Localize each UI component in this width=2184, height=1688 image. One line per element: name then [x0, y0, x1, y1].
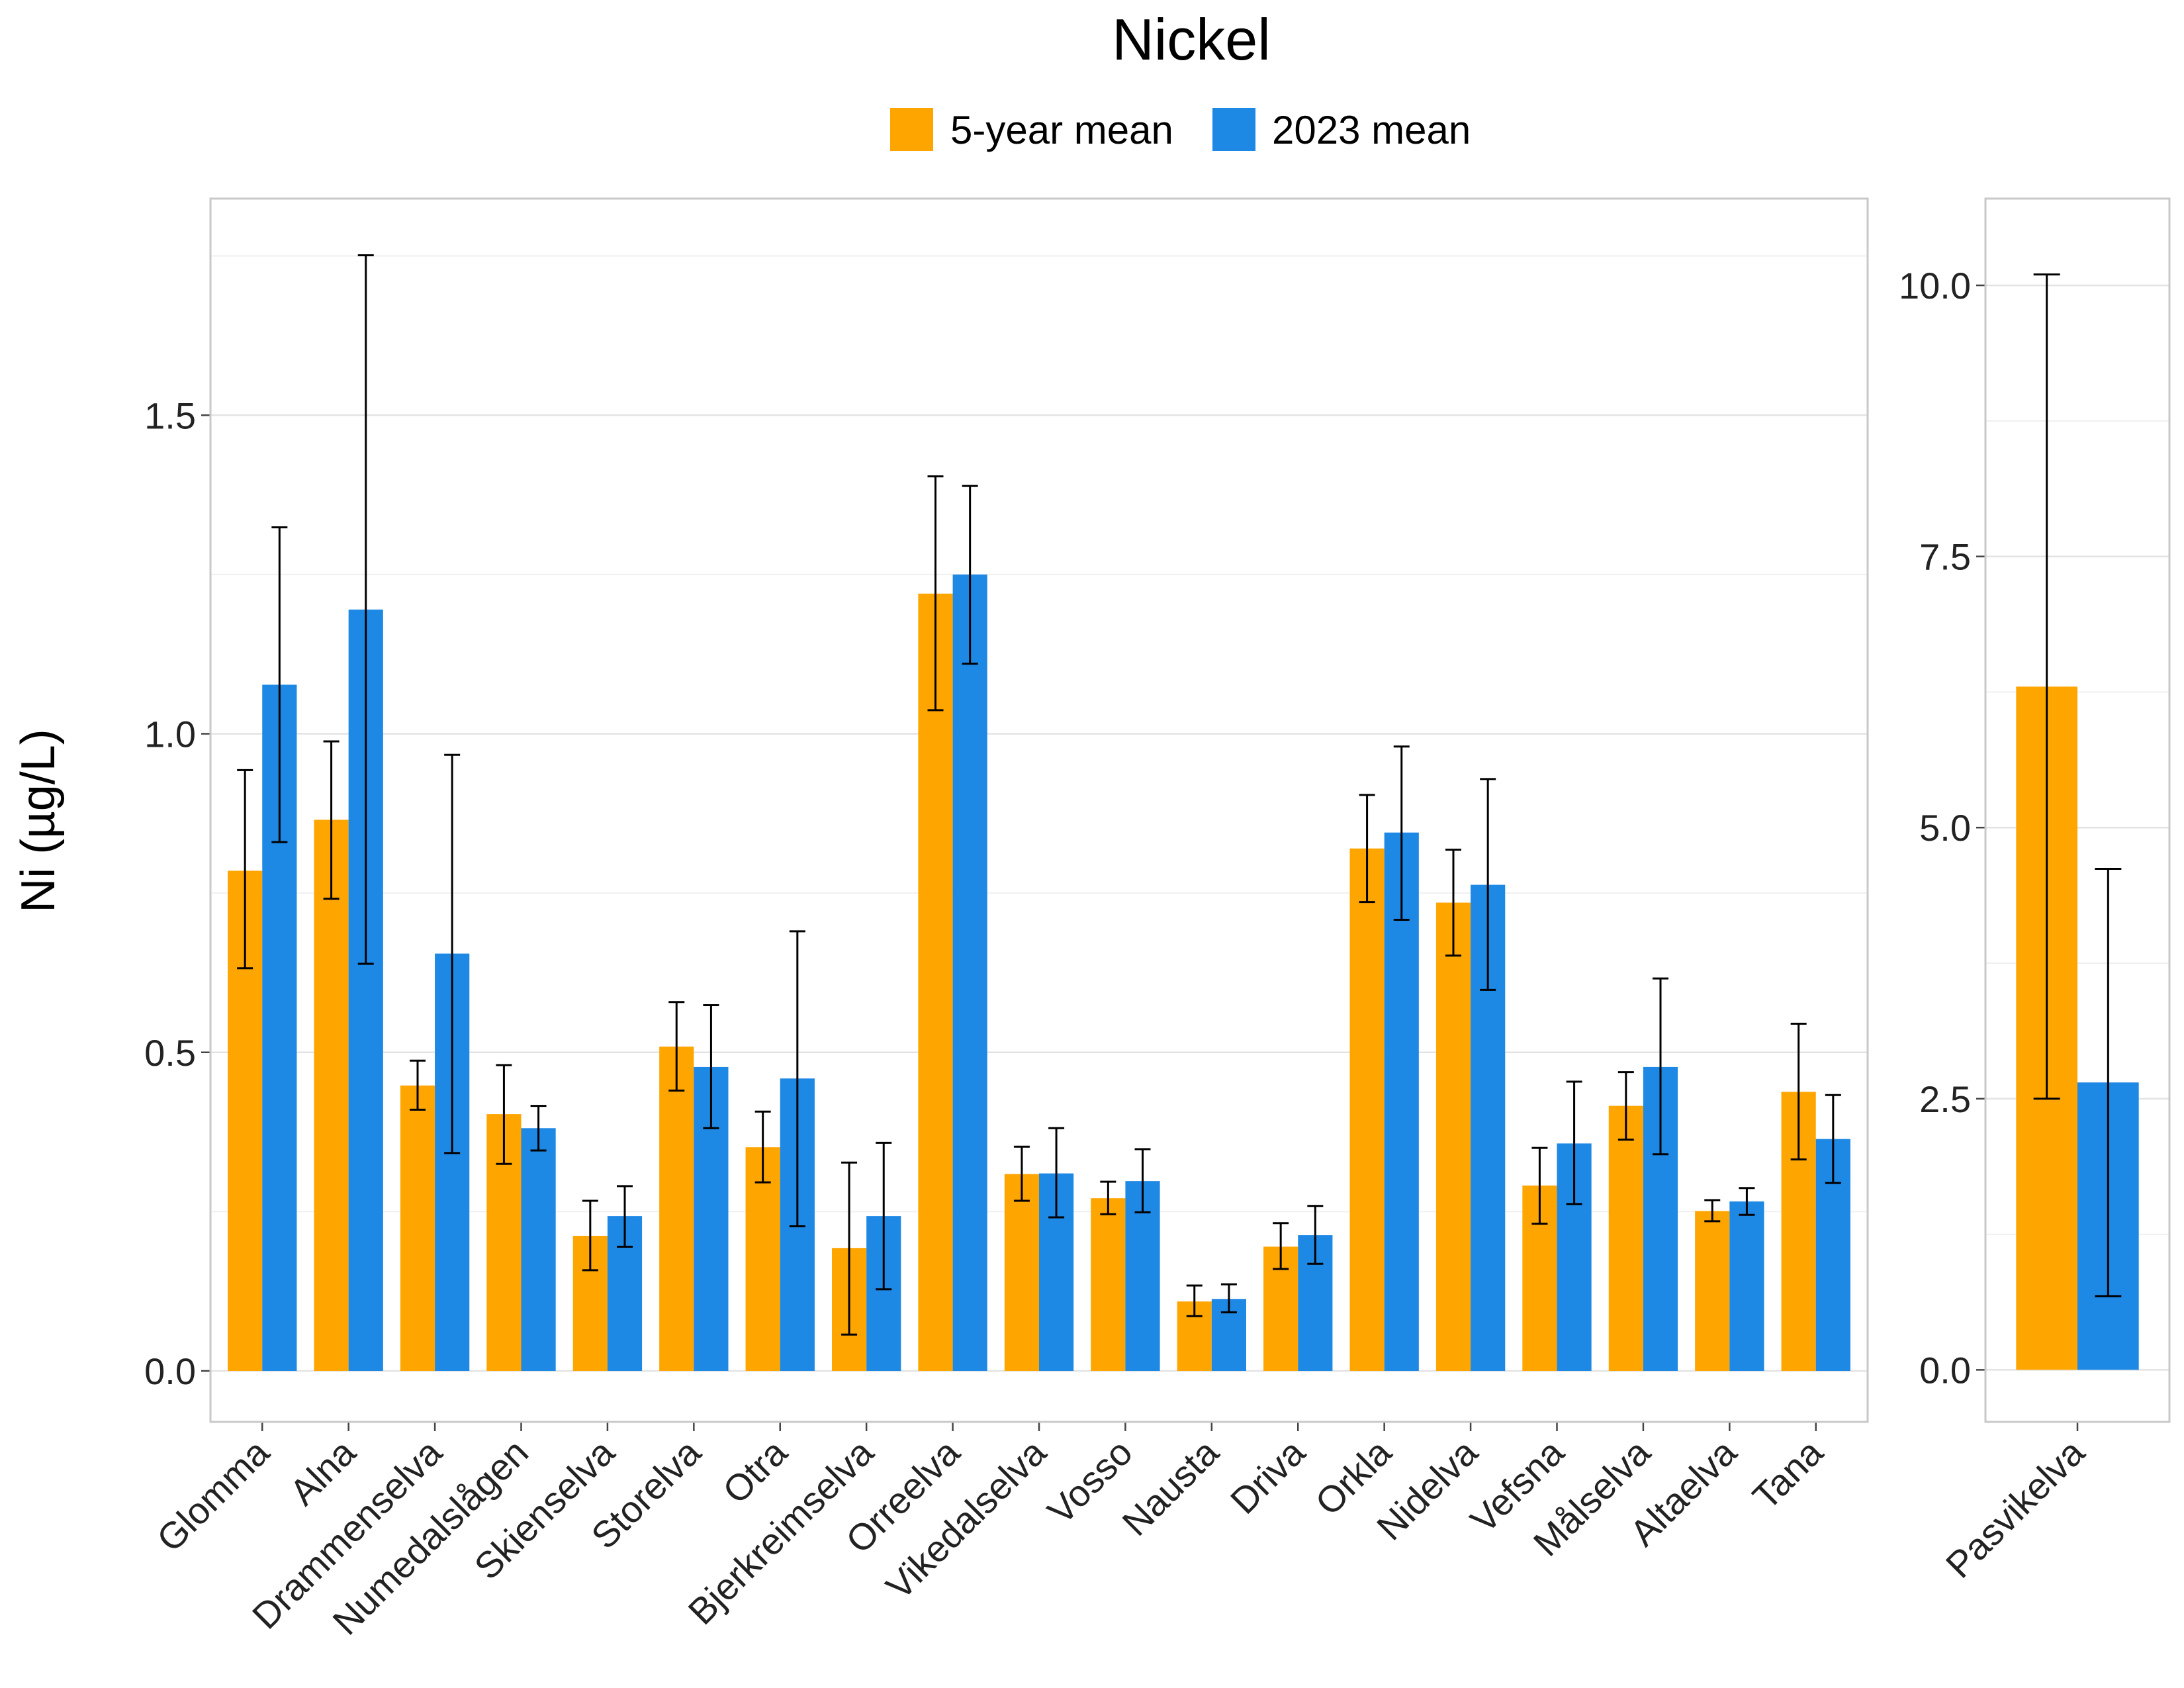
- error-bar-tana-2023-mean: [1825, 1094, 1841, 1184]
- error-bar-altaelva-2023-mean: [1739, 1187, 1755, 1216]
- y-tick-label: 2.5: [1919, 1078, 1971, 1120]
- error-bar-tana-5-year-mean: [1790, 1022, 1807, 1160]
- y-tick-label: 5.0: [1919, 807, 1971, 849]
- error-bar-malselva-5-year-mean: [1617, 1071, 1634, 1141]
- error-bar-alna-5-year-mean: [323, 740, 340, 900]
- error-bar-driva-5-year-mean: [1273, 1222, 1289, 1270]
- legend: 5-year mean 2023 mean: [890, 108, 1471, 152]
- error-bar-skienselva-2023-mean: [617, 1185, 633, 1248]
- error-bar-pasvikelva-2023-mean: [2095, 867, 2122, 1297]
- error-bar-orreelva-2023-mean: [962, 485, 978, 665]
- panel-border: [209, 197, 1869, 1423]
- panel-border: [1984, 197, 2171, 1423]
- legend-swatch-2023-mean: [1212, 108, 1255, 151]
- error-bar-storelva-5-year-mean: [668, 1001, 685, 1092]
- error-bar-glomma-2023-mean: [271, 526, 288, 843]
- bar-orreelva-5-year-mean: [918, 593, 953, 1371]
- legend-swatch-5-year-mean: [890, 108, 933, 151]
- bar-altaelva-2023-mean: [1729, 1201, 1764, 1371]
- error-bar-otra-5-year-mean: [754, 1110, 771, 1184]
- error-bar-numedalslagen-5-year-mean: [496, 1064, 512, 1165]
- error-bar-nidelva-5-year-mean: [1445, 849, 1461, 957]
- error-bar-altaelva-5-year-mean: [1704, 1199, 1721, 1223]
- y-axis-label: Ni (µg/L): [12, 729, 65, 913]
- error-bar-vikedalselva-2023-mean: [1048, 1127, 1065, 1219]
- error-bar-vosso-2023-mean: [1134, 1148, 1151, 1213]
- bar-drammenselva-5-year-mean: [400, 1085, 435, 1371]
- y-tick-label: 0.0: [1919, 1349, 1971, 1391]
- error-bar-pasvikelva-5-year-mean: [2033, 273, 2060, 1100]
- error-bar-driva-2023-mean: [1307, 1205, 1324, 1265]
- error-bar-vefsna-2023-mean: [1566, 1080, 1582, 1205]
- error-bar-nausta-5-year-mean: [1186, 1284, 1203, 1317]
- error-bar-drammenselva-5-year-mean: [410, 1059, 426, 1111]
- error-bar-bjerkreimselva-5-year-mean: [841, 1161, 858, 1336]
- x-tick-label-nausta: Nausta: [1114, 1430, 1227, 1544]
- bar-orkla-5-year-mean: [1349, 848, 1385, 1371]
- y-tick-label: 10.0: [1899, 265, 1971, 306]
- bar-otra-5-year-mean: [745, 1147, 780, 1371]
- bar-alna-5-year-mean: [314, 820, 349, 1371]
- bar-storelva-5-year-mean: [659, 1047, 694, 1371]
- error-bar-vefsna-5-year-mean: [1531, 1147, 1548, 1225]
- bar-orkla-2023-mean: [1384, 832, 1419, 1371]
- error-bar-nidelva-2023-mean: [1480, 778, 1496, 991]
- error-bar-alna-2023-mean: [357, 254, 374, 965]
- error-bar-otra-2023-mean: [789, 930, 805, 1228]
- error-bar-orkla-2023-mean: [1393, 745, 1410, 921]
- chart-title: Nickel: [1112, 7, 1271, 72]
- x-tick-label-tana: Tana: [1745, 1430, 1831, 1517]
- bar-numedalslagen-2023-mean: [521, 1128, 556, 1371]
- error-bar-drammenselva-2023-mean: [444, 753, 461, 1154]
- bar-malselva-5-year-mean: [1608, 1105, 1643, 1371]
- error-bar-orkla-5-year-mean: [1359, 794, 1375, 904]
- bar-nidelva-5-year-mean: [1435, 902, 1471, 1371]
- legend-label-5-year-mean: 5-year mean: [950, 108, 1173, 152]
- y-tick-label: 0.0: [144, 1350, 196, 1392]
- error-bar-bjerkreimselva-2023-mean: [876, 1141, 892, 1291]
- bar-vosso-5-year-mean: [1091, 1198, 1126, 1371]
- x-tick-label-pasvikelva: Pasvikelva: [1938, 1430, 2093, 1585]
- error-bar-malselva-2023-mean: [1653, 977, 1668, 1156]
- y-tick-label: 0.5: [144, 1032, 196, 1074]
- bar-orreelva-2023-mean: [952, 574, 987, 1371]
- bar-altaelva-5-year-mean: [1695, 1211, 1730, 1371]
- x-tick-label-glomma: Glomma: [149, 1430, 278, 1560]
- y-tick-label: 1.5: [144, 395, 196, 436]
- error-bar-glomma-5-year-mean: [237, 769, 253, 970]
- legend-label-2023-mean: 2023 mean: [1272, 108, 1471, 152]
- error-bar-storelva-2023-mean: [703, 1004, 719, 1129]
- y-tick-label: 1.0: [144, 714, 196, 755]
- panel-pasvikelva: 0.0 2.5 5.0 7.5 10.0 Pasvikelva: [1899, 197, 2171, 1586]
- error-bar-skienselva-5-year-mean: [582, 1199, 598, 1272]
- error-bar-nausta-2023-mean: [1220, 1283, 1237, 1313]
- y-tick-label: 7.5: [1919, 536, 1971, 578]
- x-tick-label-driva: Driva: [1222, 1430, 1314, 1522]
- error-bar-vikedalselva-5-year-mean: [1013, 1145, 1030, 1202]
- error-bar-numedalslagen-2023-mean: [530, 1105, 547, 1152]
- bar-vikedalselva-5-year-mean: [1004, 1174, 1039, 1371]
- error-bar-vosso-5-year-mean: [1100, 1180, 1116, 1215]
- error-bar-orreelva-5-year-mean: [927, 475, 944, 712]
